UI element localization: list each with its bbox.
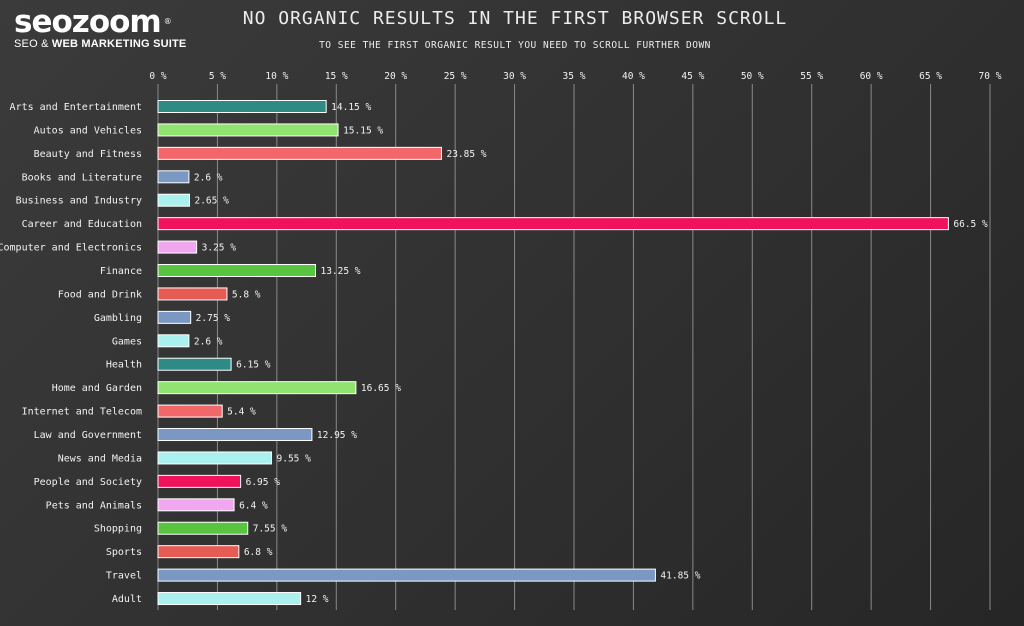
bar [157, 474, 242, 488]
bar [157, 357, 232, 371]
bar [157, 404, 223, 418]
x-tick-label: 30 % [503, 71, 526, 82]
value-label: 5.4 % [227, 407, 256, 418]
category-label: People and Society [34, 477, 142, 488]
tagline-prefix: SEO & [14, 38, 52, 50]
bar [157, 381, 357, 395]
category-label: News and Media [58, 453, 142, 464]
category-label: Finance [100, 266, 142, 277]
bar [157, 170, 190, 184]
category-label: Career and Education [22, 219, 142, 230]
logo-wordmark: seozoom ® [14, 4, 172, 40]
value-label: 66.5 % [953, 219, 988, 230]
value-label: 14.15 % [331, 102, 371, 113]
value-label: 6.15 % [236, 360, 271, 371]
value-label: 6.4 % [239, 500, 268, 511]
value-label: 13.25 % [320, 266, 360, 277]
bar [157, 428, 313, 442]
seozoom-logo: seozoom ® SEO & WEB MARKETING SUITE [14, 6, 204, 50]
category-label: Travel [106, 571, 142, 582]
bar [157, 193, 190, 207]
category-label: Autos and Vehicles [34, 125, 142, 136]
value-label: 7.55 % [253, 524, 288, 535]
bar [157, 146, 442, 160]
x-tick-label: 15 % [325, 71, 348, 82]
value-label: 2.75 % [196, 313, 231, 324]
category-label: Business and Industry [16, 196, 142, 207]
registered-mark: ® [163, 17, 172, 26]
x-tick-label: 5 % [209, 71, 226, 82]
category-label: Computer and Electronics [0, 243, 142, 254]
value-label: 2.6 % [194, 172, 223, 183]
value-label: 2.6 % [194, 336, 223, 347]
value-label: 41.85 % [660, 571, 700, 582]
bar [157, 568, 656, 582]
category-label: Sports [106, 547, 142, 558]
x-tick-label: 40 % [622, 71, 645, 82]
chart-subtitle: TO SEE THE FIRST ORGANIC RESULT YOU NEED… [319, 40, 711, 51]
category-label: Beauty and Fitness [34, 149, 142, 160]
value-label: 3.25 % [202, 243, 237, 254]
value-label: 12 % [306, 594, 329, 605]
category-label: Internet and Telecom [22, 407, 142, 418]
bar [157, 334, 190, 348]
logo-tagline: SEO & WEB MARKETING SUITE [14, 38, 204, 50]
x-tick-label: 55 % [800, 71, 823, 82]
category-label: Books and Literature [22, 172, 142, 183]
bar [157, 521, 249, 535]
x-tick-label: 60 % [860, 71, 883, 82]
category-label: Gambling [94, 313, 142, 324]
tagline-bold: WEB MARKETING SUITE [51, 38, 187, 50]
category-label: Home and Garden [52, 383, 142, 394]
bar [157, 100, 327, 113]
x-tick-label: 45 % [681, 71, 704, 82]
value-label: 23.85 % [446, 149, 486, 160]
category-label: Adult [112, 594, 142, 605]
chart-title: NO ORGANIC RESULTS IN THE FIRST BROWSER … [242, 8, 788, 29]
bar [157, 240, 198, 254]
bar [157, 123, 339, 137]
value-label: 15.15 % [343, 125, 383, 136]
category-label: Shopping [94, 524, 142, 535]
bar [157, 264, 316, 278]
category-label: Arts and Entertainment [10, 102, 142, 113]
x-tick-label: 10 % [265, 71, 288, 82]
bar [157, 592, 302, 606]
x-tick-label: 35 % [563, 71, 586, 82]
bar [157, 287, 228, 301]
x-tick-label: 20 % [384, 71, 407, 82]
category-label: Health [106, 360, 142, 371]
bar [157, 310, 192, 324]
category-label: Pets and Animals [46, 500, 142, 511]
category-label: Food and Drink [58, 289, 142, 300]
bar [157, 217, 949, 231]
bar [157, 451, 273, 465]
value-label: 5.8 % [232, 289, 261, 300]
x-tick-label: 0 % [149, 71, 166, 82]
x-tick-label: 65 % [919, 71, 942, 82]
bar [157, 545, 240, 559]
category-label: Games [112, 336, 142, 347]
value-label: 16.65 % [361, 383, 401, 394]
x-tick-label: 25 % [444, 71, 467, 82]
bar [157, 498, 235, 512]
x-tick-label: 70 % [979, 71, 1002, 82]
category-label: Law and Government [34, 430, 142, 441]
value-label: 9.55 % [277, 453, 312, 464]
value-label: 6.8 % [244, 547, 273, 558]
x-tick-label: 50 % [741, 71, 764, 82]
value-label: 12.95 % [317, 430, 357, 441]
value-label: 6.95 % [246, 477, 281, 488]
value-label: 2.65 % [194, 196, 229, 207]
